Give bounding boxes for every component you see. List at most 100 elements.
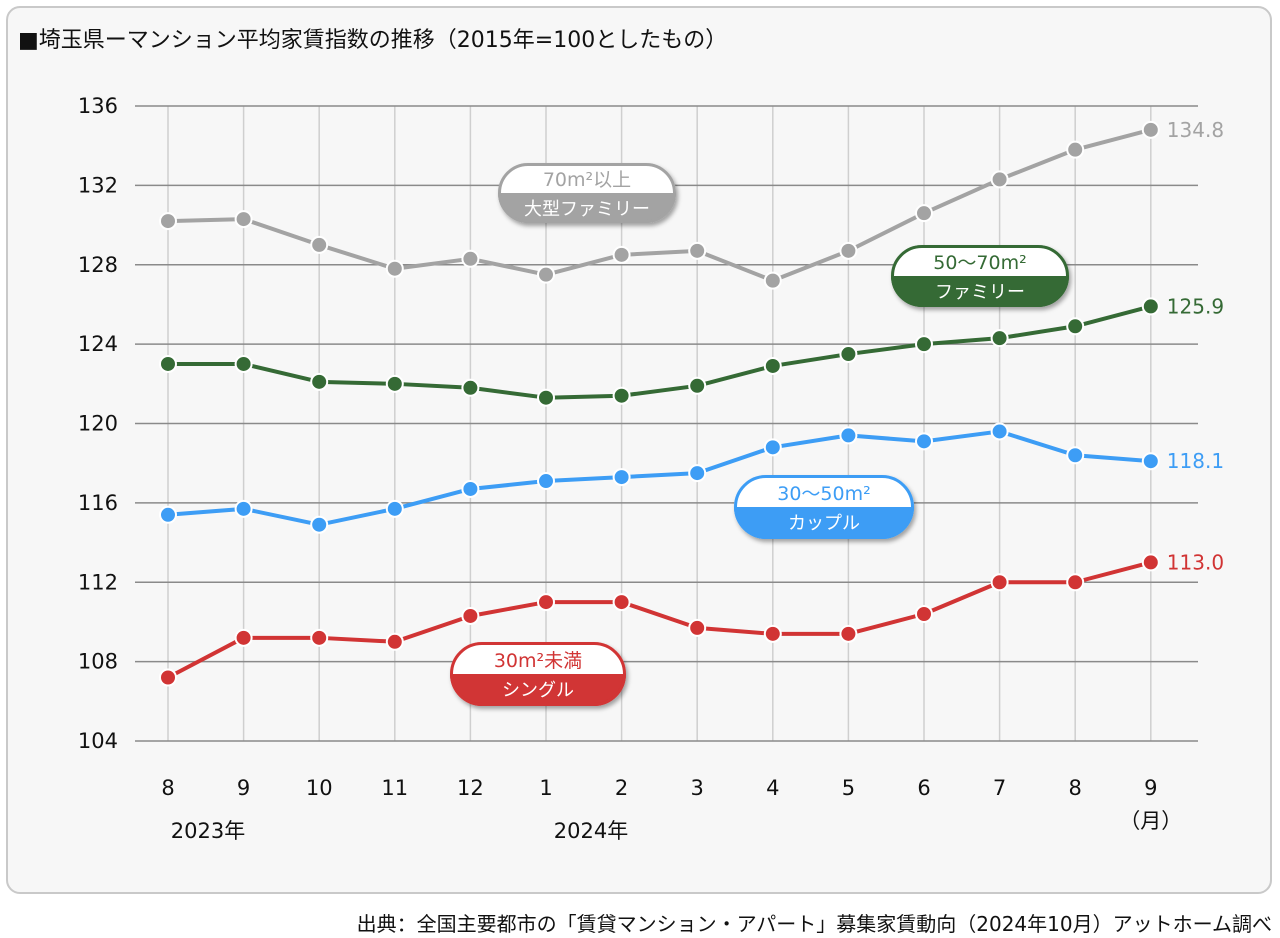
data-point xyxy=(385,374,404,393)
data-point xyxy=(839,426,858,445)
data-point xyxy=(1066,446,1085,465)
series-line xyxy=(167,560,1152,680)
data-point xyxy=(159,354,177,373)
year-label: 2024年 xyxy=(554,819,628,843)
data-point xyxy=(990,170,1009,189)
data-point xyxy=(310,372,329,391)
data-point xyxy=(763,271,782,290)
data-point xyxy=(1066,140,1085,159)
data-point xyxy=(1066,573,1085,592)
data-point xyxy=(990,422,1009,441)
y-tick-label: 104 xyxy=(78,729,118,753)
data-point xyxy=(839,241,858,260)
y-tick-label: 132 xyxy=(78,173,118,197)
data-point xyxy=(1141,297,1160,316)
data-point xyxy=(763,624,782,643)
data-point xyxy=(537,265,555,284)
end-value-label: 113.0 xyxy=(1167,550,1224,574)
badge-top-label: 30〜50m² xyxy=(777,483,870,505)
series-line xyxy=(167,429,1151,527)
badge-bottom-label: カップル xyxy=(788,513,860,534)
data-point xyxy=(461,378,480,397)
data-point xyxy=(234,354,253,373)
data-point xyxy=(385,499,404,518)
series-2: 125.9 50〜70m² ファミリー xyxy=(159,245,1224,407)
data-point xyxy=(537,388,555,407)
data-point xyxy=(310,515,329,534)
data-point xyxy=(688,241,707,260)
x-tick-label: 9 xyxy=(237,776,250,800)
badge-border xyxy=(498,163,676,223)
data-point xyxy=(461,249,480,268)
data-point xyxy=(612,593,631,612)
series-badge xyxy=(498,163,676,223)
badge-top-fill xyxy=(450,642,626,674)
x-tick-label: 6 xyxy=(917,776,930,800)
y-tick-label: 124 xyxy=(78,332,118,356)
x-unit-label: （月） xyxy=(1119,809,1182,833)
data-point xyxy=(234,210,253,229)
data-point xyxy=(1141,452,1160,471)
badge-border xyxy=(450,642,626,706)
badge-bottom-label: シングル xyxy=(502,680,574,701)
x-tick-label: 9 xyxy=(1144,776,1157,800)
y-tick-label: 108 xyxy=(78,650,118,674)
x-tick-label: 11 xyxy=(381,776,408,800)
series-line xyxy=(168,304,1152,400)
badge-top-label: 70m²以上 xyxy=(543,169,631,191)
data-point xyxy=(990,573,1009,592)
data-point xyxy=(612,386,631,405)
x-tick-label: 10 xyxy=(306,776,333,800)
x-tick-label: 8 xyxy=(161,776,174,800)
year-label: 2023年 xyxy=(171,819,245,843)
data-point xyxy=(915,335,933,354)
data-point xyxy=(159,505,177,524)
data-point xyxy=(537,472,555,491)
x-tick-label: 1 xyxy=(539,776,552,800)
series-badge xyxy=(450,642,626,706)
data-point xyxy=(461,479,480,498)
data-point xyxy=(1141,120,1160,139)
y-tick-label: 120 xyxy=(78,412,118,436)
series-badge xyxy=(734,475,914,539)
chart-title: ■埼玉県ーマンション平均家賃指数の推移（2015年=100としたもの） xyxy=(18,28,728,53)
series-badge xyxy=(891,245,1069,307)
y-tick-label: 128 xyxy=(78,253,118,277)
data-point xyxy=(763,356,782,375)
y-tick-label: 136 xyxy=(78,94,118,118)
badge-bottom-label: ファミリー xyxy=(935,282,1025,303)
data-point xyxy=(234,628,253,647)
data-point xyxy=(839,345,858,364)
badge-border xyxy=(734,475,914,539)
data-point xyxy=(537,593,555,612)
end-value-label: 118.1 xyxy=(1167,449,1224,473)
y-tick-label: 116 xyxy=(78,491,118,515)
data-point xyxy=(915,605,933,623)
end-value-label: 134.8 xyxy=(1167,118,1224,142)
badge-top-label: 30m²未満 xyxy=(494,650,582,672)
data-point xyxy=(612,245,631,264)
badge-top-label: 50〜70m² xyxy=(933,252,1026,274)
data-point xyxy=(688,618,707,637)
data-point xyxy=(385,259,404,278)
y-tick-label: 112 xyxy=(78,570,118,594)
badge-bottom-label: 大型ファミリー xyxy=(524,199,650,220)
badge-border xyxy=(891,245,1069,307)
x-tick-label: 12 xyxy=(457,776,484,800)
data-point xyxy=(461,606,480,625)
x-tick-label: 2 xyxy=(615,776,628,800)
data-point xyxy=(385,632,404,651)
data-point xyxy=(990,329,1009,348)
data-point xyxy=(310,628,329,647)
data-point xyxy=(159,668,177,687)
badge-top-fill xyxy=(734,475,914,507)
data-point xyxy=(310,235,329,254)
end-value-label: 125.9 xyxy=(1167,294,1224,318)
data-point xyxy=(234,499,253,518)
data-point xyxy=(159,212,177,231)
data-point xyxy=(763,438,782,457)
x-tick-label: 8 xyxy=(1069,776,1082,800)
x-tick-label: 7 xyxy=(993,776,1006,800)
